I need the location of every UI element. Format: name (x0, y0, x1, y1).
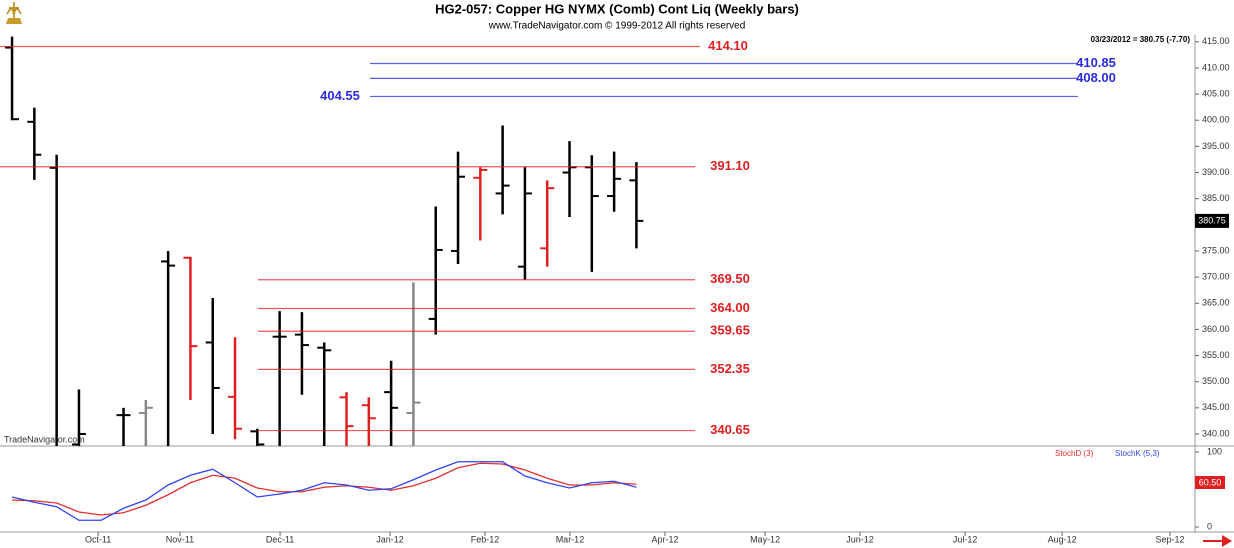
x-tick-label: Sep-12 (1156, 534, 1185, 544)
x-tick-label: Jan-12 (376, 534, 404, 544)
y-tick-label: 375.00 (1202, 245, 1230, 255)
level-label: 410.85 (1076, 55, 1116, 70)
x-tick-label: Jul-12 (953, 534, 978, 544)
stoch-line (11, 461, 637, 521)
level-label: 408.00 (1076, 70, 1116, 85)
y-tick-label: 370.00 (1202, 271, 1230, 281)
scroll-arrow[interactable] (1203, 535, 1232, 547)
y-tick-label: 385.00 (1202, 193, 1230, 203)
y-tick-label: 340.00 (1202, 428, 1230, 438)
y-tick-label: 350.00 (1202, 376, 1230, 386)
level-label: 414.10 (708, 38, 748, 53)
y-tick-label: 400.00 (1202, 115, 1230, 125)
chart-subtitle: www.TradeNavigator.com © 1999-2012 All r… (488, 21, 746, 32)
stoch-tick-label: 0 (1207, 521, 1212, 531)
level-label: 352.35 (710, 361, 750, 376)
y-tick-label: 355.00 (1202, 350, 1230, 360)
x-tick-label: Apr-12 (651, 534, 678, 544)
last-price-label: 380.75 (1198, 215, 1226, 225)
y-tick-label: 390.00 (1202, 167, 1230, 177)
legend-label: StochD (3) (1055, 449, 1094, 458)
watermark: TradeNavigator.com (4, 434, 85, 444)
y-tick-label: 360.00 (1202, 324, 1230, 334)
stoch-tick-label: 100 (1207, 446, 1222, 456)
x-tick-label: Dec-11 (266, 534, 294, 544)
last-price-box (1195, 213, 1229, 228)
stoch-last-label: 60.50 (1199, 477, 1222, 487)
level-label: 359.65 (710, 323, 750, 338)
price-info: 03/23/2012 = 380.75 (-7.70) (1091, 35, 1191, 44)
x-tick-label: Jun-12 (846, 534, 874, 544)
x-tick-label: Nov-11 (166, 534, 194, 544)
x-tick-label: Mar-12 (556, 534, 585, 544)
y-tick-label: 345.00 (1202, 402, 1230, 412)
y-tick-label: 415.00 (1202, 36, 1230, 46)
level-label: 364.00 (710, 300, 750, 315)
stoch-last-box (1195, 476, 1225, 489)
legend-label: StochK (5,3) (1115, 449, 1160, 458)
level-label: 340.65 (710, 422, 750, 437)
x-tick-label: May-12 (750, 534, 780, 544)
y-tick-label: 405.00 (1202, 88, 1230, 98)
y-tick-label: 395.00 (1202, 141, 1230, 151)
y-tick-label: 365.00 (1202, 298, 1230, 308)
level-label: 404.55 (320, 88, 360, 103)
x-tick-label: Feb-12 (471, 534, 500, 544)
level-label: 369.50 (710, 271, 750, 286)
logo (6, 2, 22, 24)
level-label: 391.10 (710, 158, 750, 173)
stoch-line (12, 462, 637, 516)
price-plot (5, 36, 644, 446)
y-tick-label: 410.00 (1202, 62, 1230, 72)
x-tick-label: Aug-12 (1048, 534, 1077, 544)
x-tick-label: Oct-11 (85, 534, 111, 544)
chart-title: HG2-057: Copper HG NYMX (Comb) Cont Liq … (435, 1, 799, 16)
